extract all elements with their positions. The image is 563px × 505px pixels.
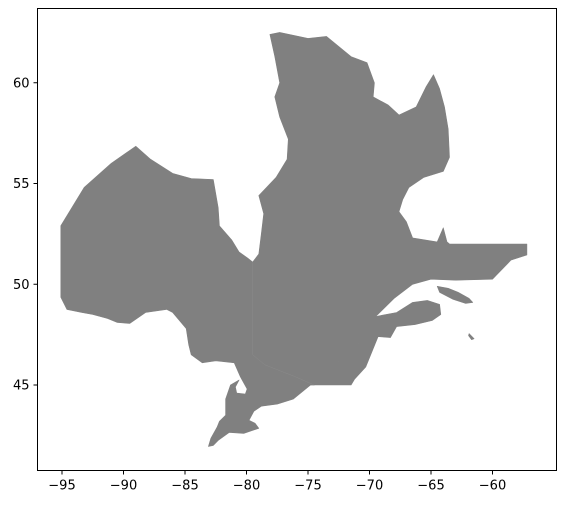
axes-frame [37, 8, 557, 471]
x-tick-label: −75 [294, 479, 321, 494]
x-tick-label: −95 [48, 479, 75, 494]
x-tick-label: −85 [171, 479, 198, 494]
y-tick-label: 60 [13, 76, 30, 91]
y-tick-label: 50 [13, 278, 30, 293]
x-tick-label: −90 [110, 479, 137, 494]
x-tick-label: −60 [479, 479, 506, 494]
y-axis: 45 50 55 60 [13, 76, 38, 394]
region-ontario [60, 145, 315, 447]
y-tick-label: 45 [13, 379, 30, 394]
y-tick-label: 55 [13, 177, 30, 192]
x-tick-label: −65 [417, 479, 444, 494]
land-layer [60, 32, 528, 447]
region-magdalen-islands [468, 333, 475, 341]
x-tick-label: −70 [356, 479, 383, 494]
x-axis: −95 −90 −85 −80 −75 −70 −65 −60 [48, 470, 506, 494]
region-anticosti-island [436, 285, 474, 304]
region-gaspe-peninsula [313, 300, 442, 386]
x-tick-label: −80 [233, 479, 260, 494]
provincial-border [252, 262, 315, 386]
